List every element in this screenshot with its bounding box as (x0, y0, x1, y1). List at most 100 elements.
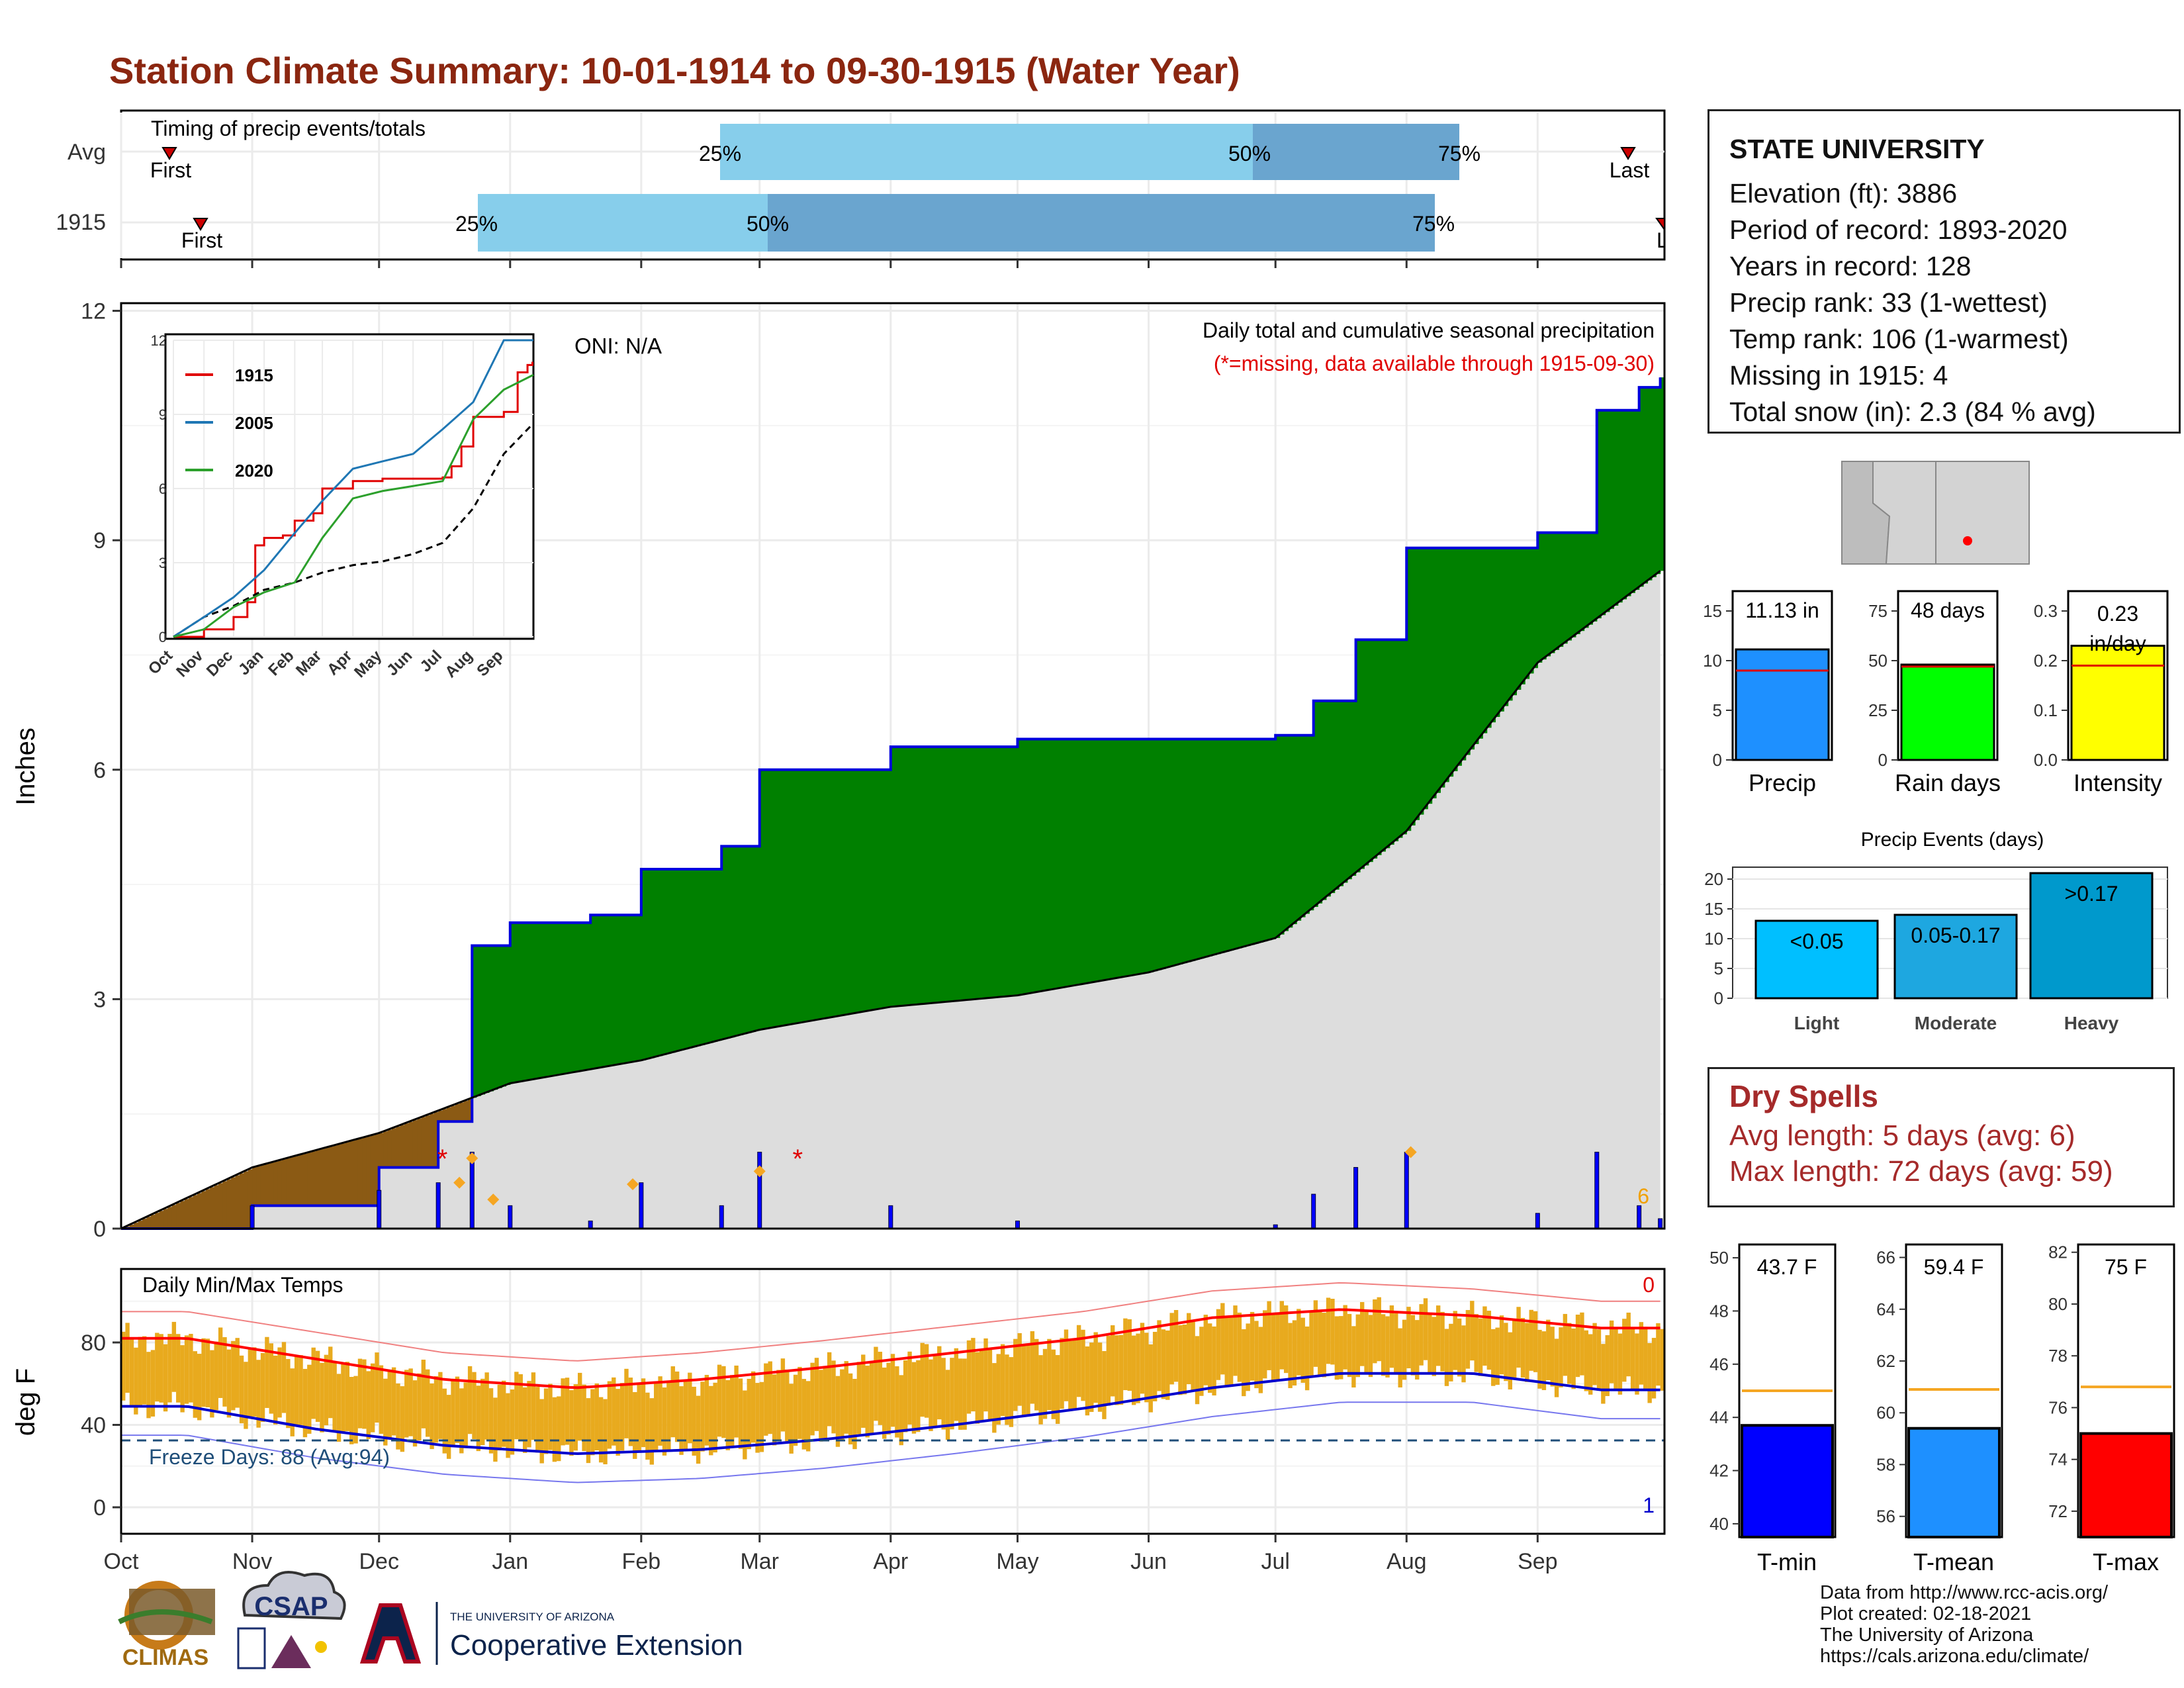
daily-temp-bar (937, 1346, 942, 1420)
deficit-segment (167, 1207, 173, 1229)
daily-temp-bar (315, 1350, 320, 1423)
surplus-segment (1283, 735, 1289, 931)
surplus-segment (624, 915, 629, 1064)
daily-temp-bar (1246, 1323, 1250, 1391)
deficit-segment (277, 1160, 283, 1206)
daily-temp-bar (1512, 1318, 1517, 1378)
surplus-segment (743, 846, 748, 1035)
deficit-segment (138, 1221, 143, 1229)
surplus-segment (1228, 739, 1234, 951)
footer-line: Plot created: 02-18-2021 (1820, 1603, 2032, 1624)
daily-temp-bar (920, 1342, 925, 1417)
surplus-segment (1647, 387, 1653, 581)
surplus-segment (1326, 700, 1331, 897)
surplus-segment (1089, 739, 1095, 983)
dry-spells-title: Dry Spells (1729, 1079, 1878, 1113)
daily-temp-bar (1444, 1329, 1449, 1386)
surplus-segment (924, 747, 929, 1004)
temp-summary-panel: 56 58 60 62 64 66 59.4 F T-mean (1876, 1243, 2003, 1575)
surplus-segment (789, 769, 794, 1025)
dry-avg-line: Avg length: 5 days (avg: 6) (1729, 1119, 2075, 1152)
deficit-segment (235, 1175, 240, 1229)
surplus-segment (1203, 739, 1208, 958)
surplus-segment (1347, 700, 1352, 880)
inset-line-2005 (173, 339, 533, 638)
surplus-segment (514, 922, 520, 1083)
surplus-segment (497, 945, 502, 1088)
record-low-line (121, 1401, 1661, 1483)
daily-temp-bar (421, 1360, 426, 1429)
inset-line-2020 (173, 373, 534, 638)
temp-summary-ytick-label: 64 (1876, 1299, 1895, 1319)
daily-temp-bar (1457, 1318, 1462, 1377)
deficit-segment (218, 1183, 223, 1229)
temp-summary-value-label: 43.7 F (1757, 1255, 1817, 1279)
daily-temp-bar (1060, 1338, 1064, 1409)
daily-temp-bar (1465, 1309, 1471, 1369)
surplus-segment (607, 915, 612, 1066)
daily-temp-bar (1537, 1329, 1542, 1389)
surplus-segment (899, 747, 904, 1006)
temp-summary-bar (2079, 1432, 2173, 1538)
surplus-segment (1093, 739, 1099, 982)
station-line: Period of record: 1893-2020 (1729, 214, 2068, 245)
deficit-segment (201, 1191, 206, 1229)
daily-temp-bar (844, 1361, 848, 1434)
deficit-segment (426, 1115, 430, 1168)
daily-temp-bar (1081, 1329, 1085, 1401)
deficit-segment (171, 1205, 177, 1229)
daily-temp-bar (1111, 1325, 1115, 1397)
mini-ytick-label: 10 (1703, 651, 1722, 671)
deficit-segment (226, 1179, 232, 1229)
surplus-segment (1085, 739, 1090, 984)
surplus-segment (983, 747, 989, 999)
daily-temp-bar (1373, 1299, 1377, 1364)
surplus-segment (1195, 739, 1200, 960)
surplus-segment (1068, 739, 1073, 987)
daily-temp-bar (1351, 1326, 1356, 1388)
deficit-segment (433, 1112, 439, 1168)
surplus-segment (1389, 639, 1394, 845)
temp-yticks: 0 40 80 (81, 1331, 121, 1521)
surplus-segment (1182, 739, 1187, 964)
deficit-segment (193, 1195, 198, 1229)
surplus-segment (674, 868, 680, 1052)
mini-bar-label: Intensity (2073, 769, 2162, 796)
deficit-segment (159, 1211, 164, 1229)
surplus-segment (603, 915, 608, 1067)
deficit-segment (451, 1105, 456, 1122)
mini-bar-label: Rain days (1895, 769, 2001, 796)
daily-temp-bar (302, 1368, 308, 1438)
daily-temp-bar (734, 1365, 739, 1438)
temp-header: Daily Min/Max Temps (142, 1273, 343, 1297)
surplus-segment (734, 846, 739, 1037)
surplus-segment (1199, 739, 1205, 959)
surplus-segment (1322, 700, 1327, 900)
surplus-segment (518, 922, 523, 1082)
daily-temp-bar (244, 1362, 248, 1429)
daily-temp-bar (1402, 1319, 1407, 1380)
daily-temp-bar (1520, 1318, 1525, 1378)
daily-temp-bar (607, 1381, 612, 1449)
daily-temp-bar (193, 1351, 198, 1418)
daily-temp-bar (163, 1344, 168, 1412)
surplus-segment (1136, 739, 1141, 975)
daily-temp-bar (455, 1376, 460, 1443)
daily-temp-bar (412, 1380, 418, 1447)
month-tick-label: Mar (740, 1549, 779, 1574)
surplus-segment (764, 769, 769, 1029)
daily-temp-bar (1656, 1323, 1661, 1386)
surplus-segment (1013, 747, 1019, 996)
surplus-segment (916, 747, 921, 1005)
precip-events-ytick-label: 5 (1714, 959, 1723, 978)
daily-temp-bar (1461, 1325, 1466, 1383)
daily-temp-bar (1491, 1329, 1496, 1386)
daily-temp-bar (637, 1385, 641, 1453)
surplus-segment (878, 769, 883, 1009)
daily-temp-bar (341, 1364, 345, 1433)
daily-temp-bar (1216, 1309, 1221, 1380)
surplus-segment (1508, 547, 1513, 701)
temp-summary-panel: 40 42 44 46 48 50 43.7 F T-min (1709, 1243, 1837, 1575)
daily-temp-bar (328, 1346, 333, 1419)
daily-temp-bar (506, 1393, 510, 1458)
